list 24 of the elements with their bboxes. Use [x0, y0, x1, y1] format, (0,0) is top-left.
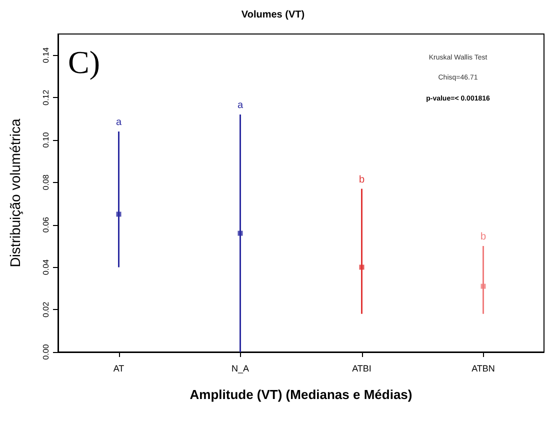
- annotation: b: [480, 232, 486, 242]
- y-tick-label: 0.02: [42, 301, 50, 318]
- y-axis-title: Distribuição volumétrica: [7, 118, 23, 268]
- x-tick-label: ATBI: [352, 364, 372, 374]
- annotation: b: [358, 174, 365, 186]
- point: [359, 264, 364, 270]
- x-tick-label: ATBN: [472, 364, 495, 374]
- x-axis-title: Amplitude (VT) (Medianas e Médias): [190, 387, 412, 402]
- point: [480, 284, 486, 289]
- x-tick-label: AT: [113, 364, 125, 374]
- y-tick-label: 0.14: [42, 46, 50, 63]
- point: [116, 212, 122, 217]
- annotation: C): [68, 44, 100, 80]
- point: [238, 230, 243, 236]
- x-tick-label: N_A: [231, 364, 250, 374]
- y-tick-label: 0.06: [42, 216, 50, 233]
- annotation: a: [237, 100, 244, 112]
- y-tick-label: 0.08: [42, 174, 50, 190]
- y-tick-label: 0.00: [42, 344, 50, 360]
- y-tick-label: 0.04: [42, 258, 50, 275]
- chart-title: Volumes (VT): [241, 10, 305, 20]
- y-tick-label: 0.12: [42, 89, 50, 106]
- y-tick-label: 0.10: [42, 132, 50, 148]
- annotation: a: [116, 117, 122, 128]
